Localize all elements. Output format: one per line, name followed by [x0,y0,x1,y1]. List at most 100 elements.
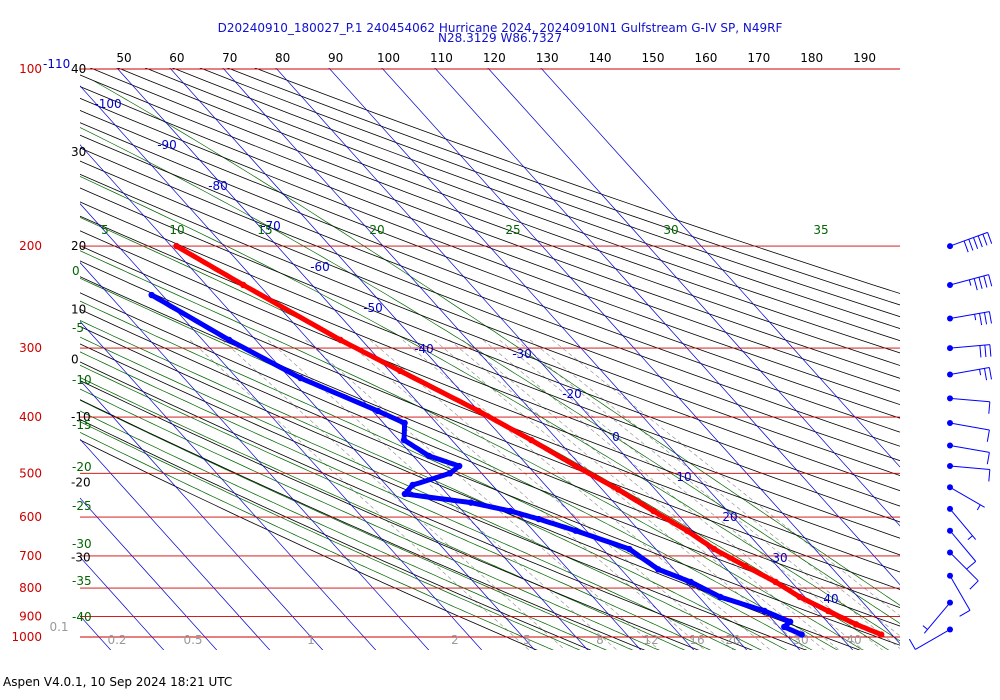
mixing-ratio-line [267,339,618,650]
moist-adiabat-line [80,377,686,650]
wind-barb [947,484,985,511]
dry-adiabat-line [80,260,900,590]
mixing-ratio-line [305,339,660,650]
moist-adiabat-line [93,80,900,606]
isotherm-line [328,68,854,650]
moist-adiabat-line [80,421,581,650]
footer-version: Aspen V4.0.1, 10 Sep 2024 18:21 UTC [3,675,233,689]
wind-barb [947,367,992,381]
moist-adiabat-label: 30 [663,223,678,237]
temperature-profile-point [614,486,622,493]
isotherm-label: -100 [94,97,121,111]
temperature-profile-point [173,242,180,250]
moist-adiabat-line [80,364,711,650]
dewpoint-profile-point [374,407,382,415]
top-scale-label: 110 [430,51,453,65]
wind-barbs [908,231,993,650]
top-scale-label: 180 [800,51,823,65]
dry-adiabat-line [80,134,900,447]
dry-adiabat-line [89,68,900,366]
dry-adiabat-line [199,68,900,318]
isotherm-label: -40 [414,342,434,356]
theta-w-label: -15 [72,418,92,432]
isotherm-line [222,68,748,650]
top-scale-label: 60 [169,51,184,65]
altitude-tick-label: 20 [71,239,86,253]
theta-w-label: -20 [72,460,92,474]
wind-barb [947,420,990,442]
theta-w-label: 0 [72,264,80,278]
dewpoint-profile-point [409,481,416,489]
temperature-profile-point [240,281,247,289]
mixing-ratio-label: 0.5 [183,633,202,647]
altitude-tick-label: -20 [71,476,91,490]
dewpoint-profile-point [400,436,408,444]
mixing-ratio-label: 5 [523,633,531,647]
wind-barb [947,463,991,482]
dry-adiabat-line [80,74,900,379]
isotherm-line [0,43,24,671]
altitude-tick-label: 30 [71,145,86,159]
dry-adiabat-line [80,276,900,609]
theta-w-label: -25 [72,499,92,513]
isotherm-line [0,43,77,671]
isotherm-line [487,68,900,527]
moist-adiabat-line [80,320,788,650]
temperature-profile-point [825,607,832,615]
isotherm-label: 40 [823,592,838,606]
theta-w-label: -30 [72,537,92,551]
chart-subtitle: N28.3129 W86.7327 [438,31,562,45]
isotherm-label: -50 [363,301,383,315]
mixing-ratio-label: 2 [451,633,459,647]
moist-adiabat-line [80,336,762,650]
isotherm-line [80,262,430,650]
pressure-tick-label: 100 [19,62,42,76]
moist-adiabat-label: 20 [369,223,384,237]
temperature-profile-point [475,407,482,415]
dry-adiabat-line [80,230,900,556]
dewpoint-profile-point [781,623,788,631]
isotherm-label: -90 [157,138,177,152]
dewpoint-profile-point [786,618,794,625]
mixing-ratio-line [515,339,900,649]
altitude-tick-label: -30 [71,551,91,565]
dry-adiabat-line [80,160,900,476]
isotherm-label: -30 [512,347,532,361]
pressure-tick-label: 1000 [11,630,42,644]
wind-barb [947,231,993,253]
moist-adiabat-label: 15 [257,223,272,237]
wind-barb [947,344,992,358]
dewpoint-profile-point [226,336,233,344]
temperature-profile-point [877,631,885,638]
dewpoint-profile-point [716,593,724,601]
theta-w-label: -40 [72,610,92,624]
moist-adiabat-label: 5 [101,223,109,237]
theta-w-label: -5 [72,321,84,335]
dry-adiabat-line [80,187,900,507]
moist-adiabat-line [80,300,813,650]
isotherm-label: 0 [612,430,620,444]
top-scale-label: 160 [694,51,717,65]
dry-adiabat-line [80,97,900,406]
mixing-ratio-line [433,339,808,650]
dewpoint-profile-point [761,607,768,615]
dry-adiabat-line [80,147,900,462]
moist-adiabat-line [80,399,634,650]
temperature-profile-point [683,527,691,534]
dry-adiabat-line [80,419,592,650]
wind-barb [947,572,971,617]
isotherm-line [80,438,271,650]
pressure-tick-label: 300 [19,341,42,355]
dewpoint-profile-point [401,419,408,427]
top-scale-label: 190 [853,51,876,65]
temperature-profile-point [396,367,404,375]
pressure-tick-label: 900 [19,609,42,623]
top-scale-label: 170 [747,51,770,65]
isotherm-label: 20 [722,510,737,524]
dewpoint-profile-point [654,566,662,573]
top-scale-label: 50 [116,51,131,65]
top-scale-label: 150 [642,51,665,65]
dry-adiabat-line [80,245,900,573]
top-scale-label: 80 [275,51,290,65]
